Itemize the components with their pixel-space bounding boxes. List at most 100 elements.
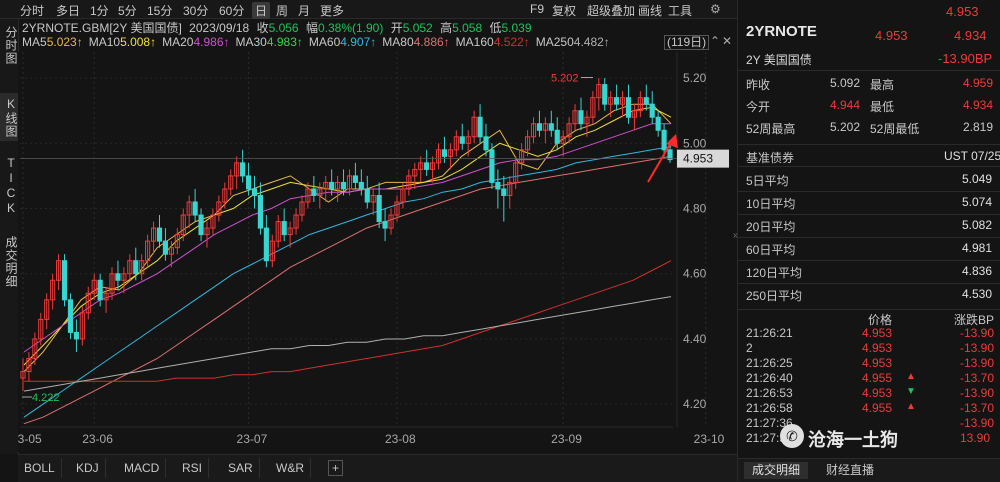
bench-value: UST 07/25	[944, 149, 1000, 163]
wechat-icon: ✆	[780, 424, 804, 448]
candle-body	[340, 181, 347, 190]
panel-tab-trades[interactable]: 成交明细	[744, 462, 809, 479]
candle-body	[44, 299, 50, 320]
arrow-up-icon: ▲	[906, 401, 916, 412]
period-tab-month[interactable]: 月	[298, 4, 311, 18]
candle-body	[139, 260, 145, 275]
ma-value-ma5: 5.023↑	[46, 35, 83, 49]
candle-body	[364, 188, 370, 203]
gear-icon[interactable]: ⚙	[710, 2, 721, 16]
candle-body	[667, 149, 673, 161]
candle-body	[441, 149, 448, 157]
average-value: 5.082	[962, 218, 993, 232]
x-tick-label: 23-06	[82, 432, 113, 446]
candle-body	[263, 227, 269, 262]
f9-button[interactable]: F9	[530, 2, 545, 16]
period-tab-more[interactable]: 更多	[320, 4, 345, 18]
red-arrow-annotation	[647, 138, 674, 183]
close-label: 收	[256, 21, 269, 35]
trade-bp: -13.90	[960, 386, 995, 400]
x-tick-label: 23-09	[551, 432, 582, 446]
indicator-tab-kdj[interactable]: KDJ	[70, 458, 106, 478]
add-indicator-button[interactable]: +	[328, 460, 344, 476]
period-tab-day[interactable]: 日	[252, 2, 271, 19]
candle-body	[192, 201, 198, 216]
trade-bp: -13.90	[960, 341, 995, 355]
candle-body	[228, 175, 234, 190]
sidebar-tab-trades[interactable]: 成交明细	[4, 236, 18, 288]
candle-body	[376, 194, 382, 223]
bar-count-badge[interactable]: (119日)	[664, 35, 710, 50]
instrument-name: 2YRNOTE	[746, 23, 817, 40]
stat-value: 4.944	[830, 98, 861, 112]
sidebar-tab-tick[interactable]: TICK	[4, 156, 18, 216]
candle-body	[649, 103, 655, 118]
candle-body	[608, 97, 614, 105]
period-tab-week[interactable]: 周	[276, 4, 289, 18]
trade-price: 4.953	[862, 326, 893, 340]
trade-row: 21:26:40 4.955 ▲ -13.70	[738, 371, 1000, 386]
candle-body	[311, 188, 317, 196]
overlay-button[interactable]: 超级叠加	[587, 4, 636, 18]
stat-value: 5.092	[830, 76, 861, 90]
average-label: 60日平均	[746, 243, 796, 257]
sidebar-tab-kline[interactable]: K线图	[0, 93, 18, 141]
candle-body	[257, 194, 264, 229]
trades-price-header: 价格	[868, 313, 893, 327]
period-tab-5min[interactable]: 5分	[118, 4, 137, 18]
x-tick-label: 23-07	[237, 432, 268, 446]
period-tab-60min[interactable]: 60分	[219, 4, 245, 18]
candle-body	[424, 162, 430, 170]
candle-body	[335, 181, 341, 190]
period-tab-15min[interactable]: 15分	[147, 4, 173, 18]
ma-legend: MA55.023↑ MA105.008↑ MA204.986↑ MA304.983↑ M…	[22, 35, 610, 49]
candle-body	[287, 227, 293, 236]
indicator-tab-macd[interactable]: MACD	[118, 458, 167, 478]
candle-body	[156, 227, 163, 242]
ma-label-ma80: MA80	[382, 35, 414, 49]
indicator-tab-boll[interactable]: BOLL	[18, 458, 62, 478]
indicator-tab-wr[interactable]: W&R	[270, 458, 311, 478]
divider	[738, 144, 1000, 145]
candle-body	[400, 188, 406, 203]
candle-body	[643, 97, 649, 105]
ma-label-ma30: MA30	[235, 35, 267, 49]
indicator-tab-rsi[interactable]: RSI	[176, 458, 210, 478]
trade-time: 21:26:53	[746, 386, 793, 400]
bench-label: 基准债券	[746, 151, 795, 165]
candle-body	[216, 201, 222, 216]
red-arrow-head	[666, 134, 678, 148]
period-tab-multiday[interactable]: 多日	[56, 4, 81, 18]
x-tick-label: 23-05	[18, 432, 42, 446]
candle-body	[56, 260, 62, 281]
candle-body	[489, 149, 495, 183]
panel-tab-live[interactable]: 财经直播	[826, 463, 875, 477]
period-tab-fenshi[interactable]: 分时	[20, 4, 45, 18]
candle-body	[329, 181, 335, 190]
trade-row: 2 4.953 -13.90	[738, 341, 1000, 356]
draw-line-button[interactable]: 画线	[638, 4, 663, 18]
adjust-button[interactable]: 复权	[552, 4, 577, 18]
indicator-tab-sar[interactable]: SAR	[222, 458, 260, 478]
chevron-up-icon[interactable]: ⌃	[710, 34, 721, 48]
period-toolbar: 分时 多日 1分 5分 15分 30分 60分 日 周 月 更多 F9 复权 超…	[0, 0, 737, 19]
high-label: 高	[440, 21, 453, 35]
collapse-panel-icon[interactable]: »	[733, 230, 739, 241]
ma-line-ma80	[23, 155, 672, 425]
candle-body	[584, 116, 590, 125]
close-icon[interactable]: ✕	[722, 34, 733, 48]
divider	[738, 166, 1000, 167]
candle-body	[91, 279, 97, 294]
tools-button[interactable]: 工具	[668, 4, 693, 18]
candle-body	[346, 175, 353, 190]
y-tick-label: 5.00	[683, 136, 707, 150]
ma-line-ma250	[23, 296, 672, 392]
period-tab-30min[interactable]: 30分	[183, 4, 209, 18]
period-tab-1min[interactable]: 1分	[90, 4, 109, 18]
candle-body	[168, 247, 174, 255]
candle-body	[483, 136, 489, 151]
kline-chart[interactable]: 5.20 5.00 4.80 4.60 4.40 4.20 23-05 23-06 23-07 2…	[18, 52, 737, 452]
sidebar-tab-fenshi[interactable]: 分时图	[4, 25, 18, 65]
stat-value: 5.202	[830, 120, 861, 134]
y-tick-label: 4.20	[683, 397, 707, 411]
